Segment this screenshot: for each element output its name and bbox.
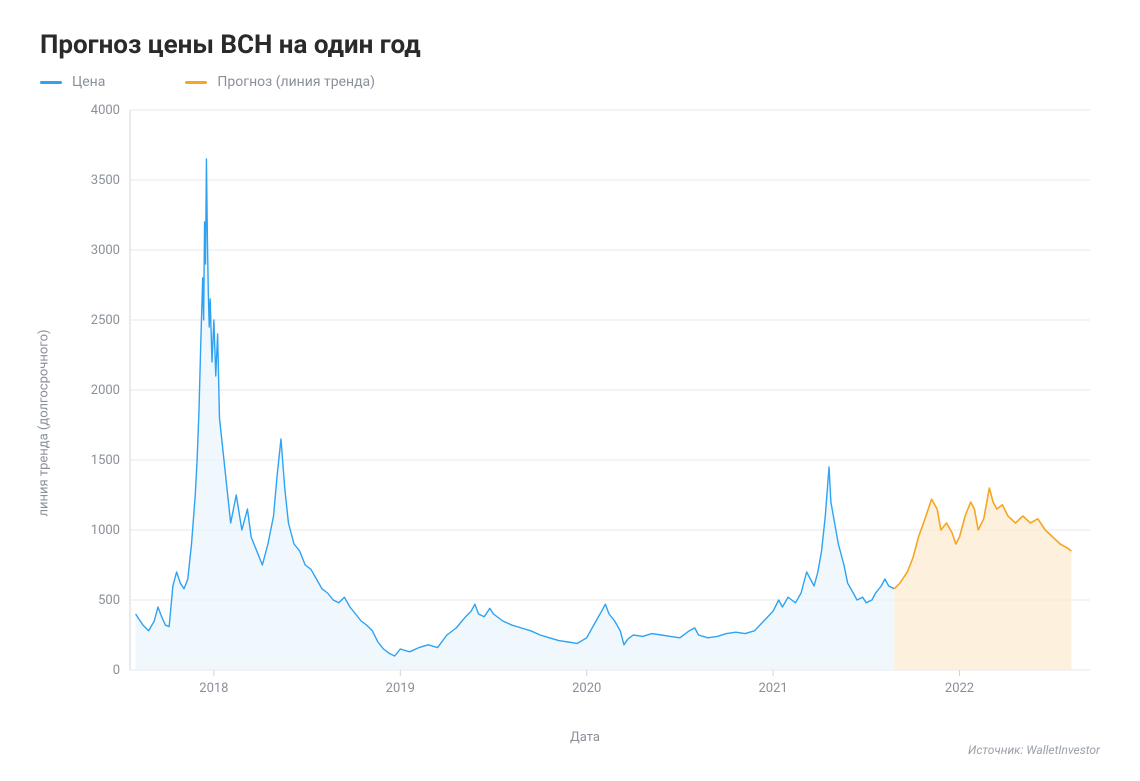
x-axis-label: Дата	[70, 730, 1100, 745]
legend: Цена Прогноз (линия тренда)	[40, 74, 1100, 90]
svg-text:0: 0	[113, 663, 120, 678]
y-axis-label: линия тренда (долгосрочного)	[37, 329, 52, 516]
chart-container: Прогноз цены BCH на один год Цена Прогно…	[0, 0, 1140, 781]
plot-area: линия тренда (долгосрочного) 05001000150…	[70, 100, 1100, 745]
svg-text:1500: 1500	[91, 453, 120, 468]
svg-text:500: 500	[98, 593, 120, 608]
svg-text:1000: 1000	[91, 523, 120, 538]
svg-text:2018: 2018	[199, 681, 228, 696]
chart-title: Прогноз цены BCH на один год	[40, 30, 1100, 60]
svg-text:2020: 2020	[572, 681, 601, 696]
chart-svg: 0 500 1000 1500 2000 2500 3000 3500 4000 2018 2019…	[70, 100, 1100, 700]
svg-text:4000: 4000	[91, 103, 120, 118]
legend-item-forecast: Прогноз (линия тренда)	[185, 74, 375, 90]
svg-text:3000: 3000	[91, 243, 120, 258]
svg-text:2019: 2019	[386, 681, 415, 696]
svg-text:2500: 2500	[91, 313, 120, 328]
legend-item-price: Цена	[40, 74, 105, 90]
legend-label-price: Цена	[72, 74, 105, 90]
svg-text:2022: 2022	[945, 681, 974, 696]
svg-text:2000: 2000	[91, 383, 120, 398]
legend-swatch-price	[40, 81, 62, 84]
source-attribution: Источник: WalletInvestor	[968, 743, 1100, 757]
legend-swatch-forecast	[185, 81, 207, 84]
svg-text:2021: 2021	[758, 681, 787, 696]
svg-text:3500: 3500	[91, 173, 120, 188]
legend-label-forecast: Прогноз (линия тренда)	[217, 74, 375, 90]
